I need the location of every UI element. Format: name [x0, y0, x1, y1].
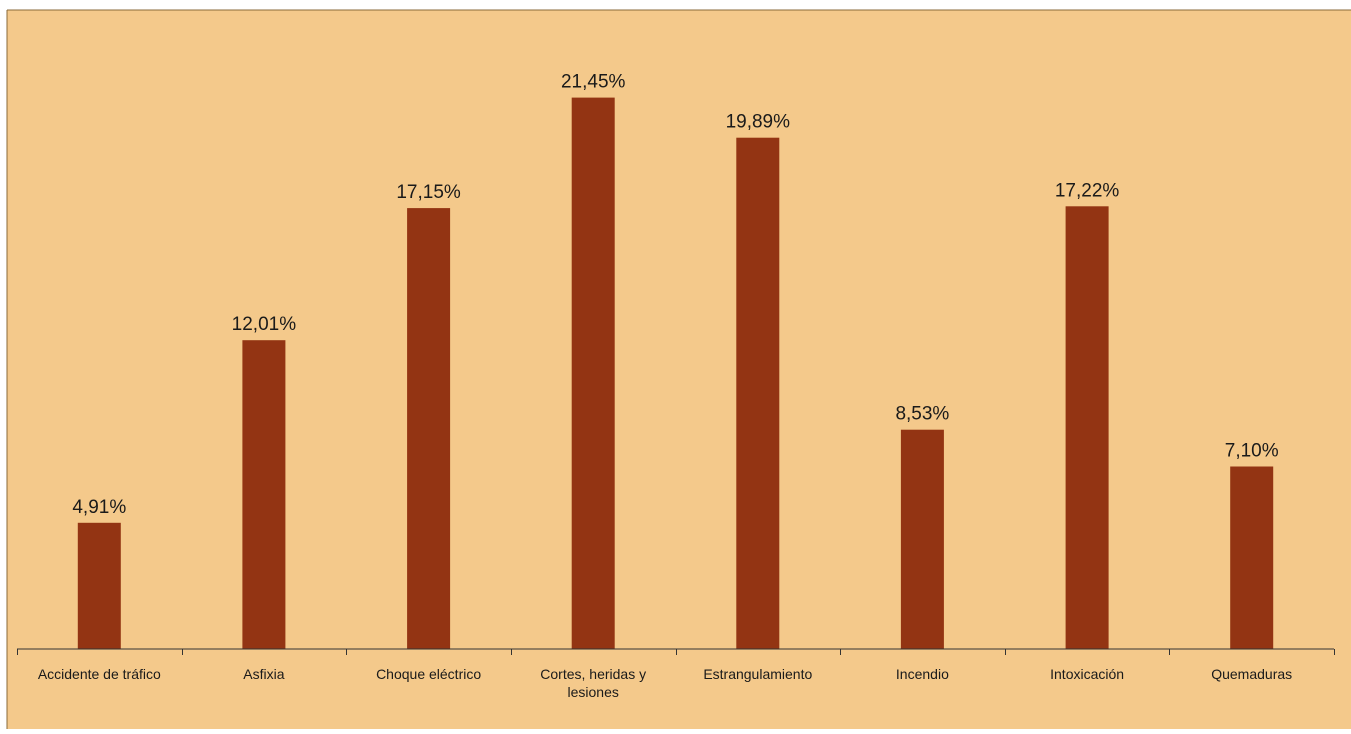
category-label: Choque eléctrico — [376, 666, 481, 682]
category-labels-layer: Accidente de tráfico Asfixia Choque eléctr… — [38, 666, 1292, 700]
category-label-line: Accidente de tráfico — [38, 666, 161, 682]
data-label: 17,15% — [396, 182, 461, 203]
data-label: 4,91% — [72, 497, 126, 518]
category-label-line: Incendio — [896, 666, 949, 682]
bar — [1230, 466, 1274, 649]
category-label: Incendio — [896, 666, 949, 682]
category-label: Estrangulamiento — [703, 666, 812, 682]
plot-background — [7, 10, 1351, 729]
category-label-line: Estrangulamiento — [703, 666, 812, 682]
category-label-line: Choque eléctrico — [376, 666, 481, 682]
data-label: 17,22% — [1055, 180, 1120, 201]
data-label: 8,53% — [895, 404, 949, 425]
category-label-line: Cortes, heridas y — [540, 666, 646, 682]
bar — [242, 340, 286, 649]
category-label: Intoxicación — [1050, 666, 1124, 682]
category-label: Asfixia — [243, 666, 284, 682]
x-axis — [17, 648, 1335, 655]
bar — [1065, 206, 1109, 650]
category-label: Cortes, heridas y lesiones — [540, 666, 646, 700]
category-label-line: Intoxicación — [1050, 666, 1124, 682]
category-label: Accidente de tráfico — [38, 666, 161, 682]
bar — [77, 522, 121, 649]
bars-layer — [77, 97, 1274, 650]
bar — [571, 97, 615, 650]
value-labels-layer: 4,91% 12,01% 17,15% 21,45% 19,89% 8,53% 17,22%… — [72, 72, 1278, 518]
data-label: 19,89% — [726, 112, 791, 133]
data-label: 7,10% — [1225, 441, 1279, 462]
bar — [407, 208, 451, 649]
category-label-line: Asfixia — [243, 666, 284, 682]
category-label-line: Quemaduras — [1211, 666, 1292, 682]
bar — [736, 137, 780, 649]
data-label: 12,01% — [232, 314, 297, 335]
bar — [900, 429, 944, 649]
data-label: 21,45% — [561, 72, 626, 93]
category-label-line: lesiones — [568, 684, 619, 700]
category-label: Quemaduras — [1211, 666, 1292, 682]
